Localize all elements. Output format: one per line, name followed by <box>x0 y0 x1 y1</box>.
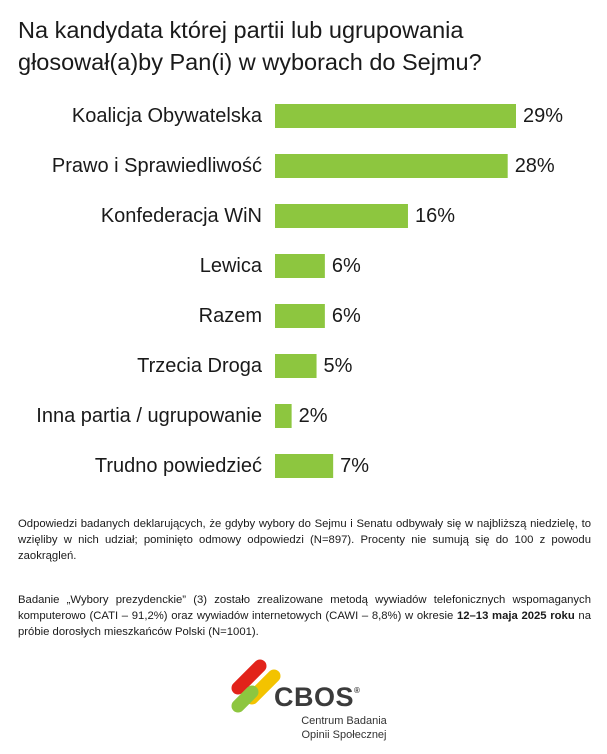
category-label: Koalicja Obywatelska <box>72 105 263 127</box>
category-label: Konfederacja WiN <box>101 205 262 227</box>
methodology-text-end: na próbie dorosłych mieszkańców Polski (… <box>18 610 591 638</box>
logo-subtitle: Centrum Badania Opinii Społecznej <box>284 714 404 742</box>
value-label: 16% <box>415 205 455 227</box>
bar <box>275 254 325 278</box>
logo-wordmark: CBOS® <box>274 682 361 712</box>
value-label: 6% <box>332 305 361 327</box>
methodology-text: Badanie „Wybory prezydenckie” (3) został… <box>18 594 591 622</box>
survey-dates: 12–13 maja 2025 roku <box>456 610 575 622</box>
bar <box>275 204 408 228</box>
bar <box>275 304 325 328</box>
bar <box>275 154 508 178</box>
cbos-logo-mark <box>231 659 281 713</box>
category-label: Prawo i Sprawiedliwość <box>52 155 262 177</box>
value-label: 28% <box>515 155 555 177</box>
logo-subtitle-line1: Centrum Badania <box>301 715 387 727</box>
bar <box>275 104 516 128</box>
category-label: Trudno powiedzieć <box>95 455 262 477</box>
cbos-logo: CBOS® Centrum Badania Opinii Społecznej <box>228 648 408 748</box>
bar <box>275 404 292 428</box>
value-label: 7% <box>340 455 369 477</box>
bar <box>275 454 334 478</box>
value-label: 6% <box>332 255 361 277</box>
logo-subtitle-line2: Opinii Społecznej <box>301 729 387 741</box>
chart-title: Na kandydata której partii lub ugrupowan… <box>18 17 482 75</box>
sample-note: Odpowiedzi badanych deklarujących, że gd… <box>18 518 591 562</box>
category-label: Lewica <box>200 255 263 277</box>
logo-stroke-red <box>231 659 267 695</box>
bar-chart: Koalicja Obywatelska 29% Prawo i Sprawiedl… <box>36 104 563 478</box>
value-label: 2% <box>299 405 328 427</box>
value-label: 5% <box>324 355 353 377</box>
bar <box>275 354 317 378</box>
category-label: Inna partia / ugrupowanie <box>36 405 262 427</box>
methodology-note: Badanie „Wybory prezydenckie” (3) został… <box>18 592 591 640</box>
logo-stroke-green <box>231 685 259 713</box>
value-label: 29% <box>523 105 563 127</box>
category-label: Razem <box>199 305 262 327</box>
category-label: Trzecia Droga <box>137 355 263 377</box>
